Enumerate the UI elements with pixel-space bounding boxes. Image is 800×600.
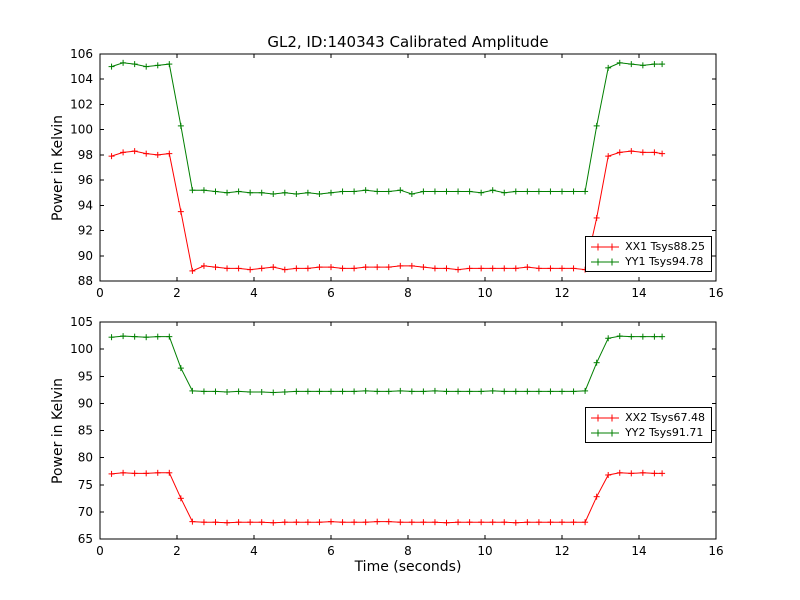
svg-text:80: 80 bbox=[78, 451, 93, 465]
svg-text:104: 104 bbox=[70, 72, 93, 86]
svg-text:85: 85 bbox=[78, 424, 93, 438]
svg-text:10: 10 bbox=[477, 544, 492, 558]
svg-text:14: 14 bbox=[631, 544, 646, 558]
legend-label: XX1 Tsys88.25 bbox=[625, 240, 705, 253]
svg-text:0: 0 bbox=[96, 544, 104, 558]
svg-text:100: 100 bbox=[70, 342, 93, 356]
svg-text:90: 90 bbox=[78, 396, 93, 410]
svg-text:2: 2 bbox=[173, 544, 181, 558]
svg-text:6: 6 bbox=[327, 286, 335, 300]
svg-text:14: 14 bbox=[631, 286, 646, 300]
svg-text:12: 12 bbox=[554, 544, 569, 558]
svg-text:75: 75 bbox=[78, 478, 93, 492]
svg-text:88: 88 bbox=[78, 274, 93, 288]
svg-text:8: 8 bbox=[404, 286, 412, 300]
legend-line-sample bbox=[591, 258, 620, 265]
legend-entry: YY2 Tsys91.71 bbox=[590, 426, 705, 439]
svg-text:10: 10 bbox=[477, 286, 492, 300]
legend-line-sample bbox=[591, 429, 620, 436]
svg-text:65: 65 bbox=[78, 532, 93, 546]
svg-text:94: 94 bbox=[78, 198, 93, 212]
svg-text:70: 70 bbox=[78, 505, 93, 519]
legend-label: YY1 Tsys94.78 bbox=[625, 255, 704, 268]
svg-text:6: 6 bbox=[327, 544, 335, 558]
svg-text:2: 2 bbox=[173, 286, 181, 300]
x-axis-label: Time (seconds) bbox=[354, 559, 462, 575]
legend-line-sample bbox=[591, 414, 620, 421]
legend-label: YY2 Tsys91.71 bbox=[625, 426, 704, 439]
legend-entry: YY1 Tsys94.78 bbox=[590, 255, 705, 268]
svg-text:16: 16 bbox=[708, 544, 723, 558]
svg-text:16: 16 bbox=[708, 286, 723, 300]
bottom-legend: XX2 Tsys67.48 YY2 Tsys91.71 bbox=[585, 407, 712, 443]
svg-text:8: 8 bbox=[404, 544, 412, 558]
svg-text:96: 96 bbox=[78, 173, 93, 187]
figure-title: GL2, ID:140343 Calibrated Amplitude bbox=[267, 33, 549, 51]
legend-label: XX2 Tsys67.48 bbox=[625, 411, 705, 424]
legend-entry: XX2 Tsys67.48 bbox=[590, 411, 705, 424]
svg-text:12: 12 bbox=[554, 286, 569, 300]
svg-text:4: 4 bbox=[250, 544, 258, 558]
svg-text:0: 0 bbox=[96, 286, 104, 300]
top-legend: XX1 Tsys88.25 YY1 Tsys94.78 bbox=[585, 236, 712, 272]
svg-text:98: 98 bbox=[78, 148, 93, 162]
svg-text:105: 105 bbox=[70, 315, 93, 329]
legend-entry: XX1 Tsys88.25 bbox=[590, 240, 705, 253]
svg-text:102: 102 bbox=[70, 97, 93, 111]
svg-text:4: 4 bbox=[250, 286, 258, 300]
svg-text:92: 92 bbox=[78, 224, 93, 238]
svg-text:100: 100 bbox=[70, 123, 93, 137]
legend-line-sample bbox=[591, 243, 620, 250]
svg-text:95: 95 bbox=[78, 369, 93, 383]
svg-text:90: 90 bbox=[78, 249, 93, 263]
svg-text:106: 106 bbox=[70, 47, 93, 61]
